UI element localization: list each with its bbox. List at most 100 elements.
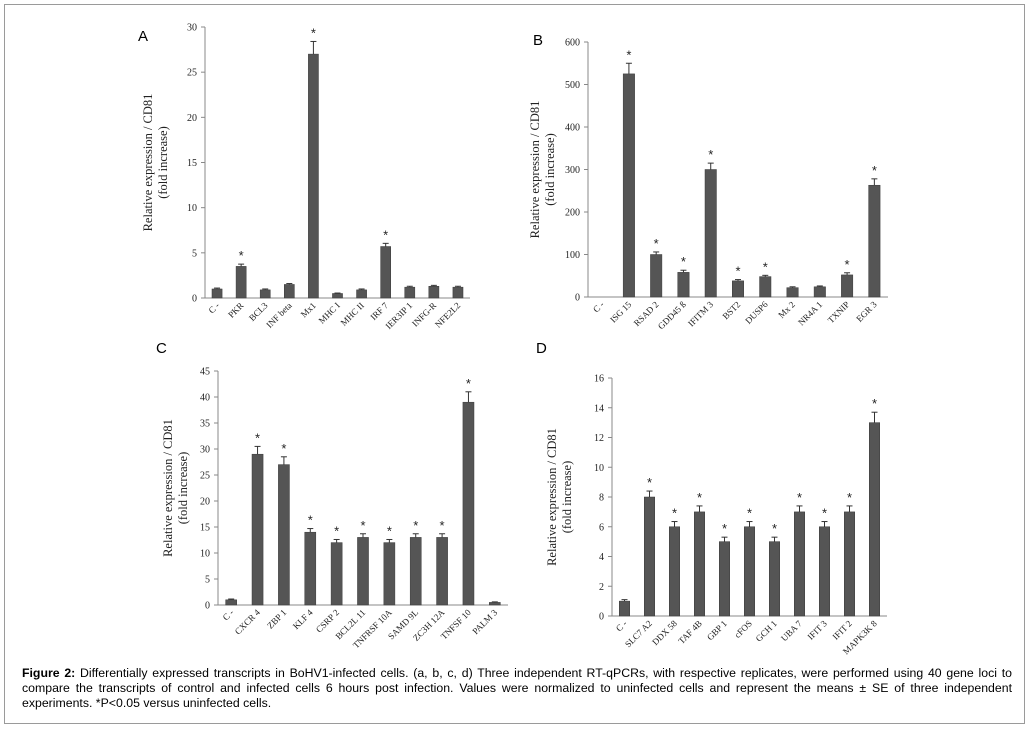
panel-letter-b: B — [533, 32, 544, 49]
significance-marker: * — [797, 490, 802, 505]
chart-d-svg: 0 2 4 6 8 10 12 14 16 Relative expression / CD81(… — [545, 374, 887, 656]
y-tick-label: 500 — [565, 80, 580, 91]
bar — [794, 511, 805, 617]
bar — [844, 511, 855, 617]
x-tick-label: GCH 1 — [754, 618, 779, 643]
bar — [452, 286, 464, 299]
x-tick-label: C - — [614, 618, 629, 633]
x-tick-label: TXNIP — [826, 299, 852, 325]
bar — [259, 289, 271, 299]
y-axis-label: Relative expression / CD81 — [161, 419, 175, 557]
x-tick-label: KLF 4 — [291, 607, 315, 631]
x-tick-label: GBP 1 — [705, 618, 729, 642]
y-tick-label: 2 — [599, 582, 604, 593]
y-tick-label: 5 — [205, 575, 210, 586]
y-tick-label: 25 — [187, 68, 197, 79]
panel-letter-a: A — [138, 28, 149, 45]
bar — [677, 272, 690, 298]
bar — [409, 537, 422, 606]
y-tick-label: 0 — [192, 294, 197, 305]
chart-c-svg: 0 5 10 15 20 25 30 35 40 45 Relative expression / … — [161, 367, 508, 650]
bar — [462, 401, 475, 606]
significance-marker: * — [334, 523, 339, 538]
bar — [332, 293, 343, 299]
y-tick-label: 5 — [192, 248, 197, 259]
bar — [622, 73, 635, 298]
y-tick-label: 12 — [594, 433, 604, 444]
x-tick-label: IRF 7 — [368, 300, 390, 322]
y-tick-label: 8 — [599, 493, 604, 504]
y-axis-label-2: (fold increase) — [176, 452, 190, 525]
significance-marker: * — [239, 248, 244, 263]
y-tick-label: 35 — [200, 419, 210, 430]
y-tick-label: 14 — [594, 403, 604, 414]
x-tick-label: IFIT 2 — [831, 618, 854, 641]
y-tick-label: 45 — [200, 367, 210, 378]
x-tick-label: DUSP6 — [743, 299, 770, 326]
y-axis-label-2: (fold increase) — [560, 461, 574, 534]
y-tick-label: 4 — [599, 552, 604, 563]
x-tick-label: MHC I — [317, 300, 342, 325]
x-tick-label: SLC7 A2 — [623, 618, 654, 649]
bar — [304, 531, 317, 606]
bar — [732, 280, 744, 298]
chart-panel-b: B 0 100 200 300 400 500 600 Relative expression… — [525, 30, 905, 345]
y-tick-label: 600 — [565, 38, 580, 49]
bar — [235, 266, 247, 299]
bar — [841, 274, 854, 298]
significance-marker: * — [722, 521, 727, 536]
y-tick-label: 30 — [187, 23, 197, 34]
y-tick-label: 40 — [200, 393, 210, 404]
x-tick-label: Mx1 — [299, 300, 318, 319]
bar — [436, 537, 448, 606]
x-tick-label: C - — [591, 299, 606, 314]
x-tick-label: Mx 2 — [776, 299, 797, 320]
chart-panel-d: D 0 2 4 6 8 10 12 14 16 Relative expression / CD8… — [536, 340, 900, 660]
x-tick-label: DDX 58 — [650, 618, 679, 647]
x-tick-label: NR4A 1 — [796, 299, 824, 327]
y-tick-label: 0 — [575, 293, 580, 304]
significance-marker: * — [626, 47, 631, 62]
y-tick-label: 400 — [565, 123, 580, 134]
bar — [704, 169, 717, 298]
significance-marker: * — [772, 521, 777, 536]
bar — [644, 496, 655, 617]
x-tick-label: IER3IP 1 — [383, 300, 414, 331]
x-tick-label: UBA 7 — [779, 618, 804, 643]
chart-panel-a: A 0 5 10 15 20 25 30 Relative expression / CD81… — [130, 22, 510, 342]
y-axis-label: Relative expression / CD81 — [545, 428, 559, 566]
x-tick-label: GDD45 ß — [656, 299, 688, 331]
x-tick-label: C - — [206, 300, 221, 315]
significance-marker: * — [847, 490, 852, 505]
significance-marker: * — [308, 513, 313, 528]
y-tick-label: 15 — [187, 158, 197, 169]
caption-text: Differentially expressed transcripts in … — [22, 666, 1012, 710]
bar — [251, 453, 264, 606]
y-tick-label: 100 — [565, 250, 580, 261]
bar — [769, 541, 780, 617]
bar — [650, 254, 663, 298]
significance-marker: * — [440, 518, 445, 533]
significance-marker: * — [763, 259, 768, 274]
x-tick-label: ISG 15 — [608, 299, 634, 325]
significance-marker: * — [654, 236, 659, 251]
y-tick-label: 0 — [205, 601, 210, 612]
bar — [744, 526, 755, 617]
y-tick-label: 25 — [200, 471, 210, 482]
significance-marker: * — [708, 147, 713, 162]
bar — [380, 246, 391, 299]
bar — [404, 286, 416, 299]
bar — [489, 602, 501, 606]
y-tick-label: 10 — [187, 203, 197, 214]
significance-marker: * — [872, 163, 877, 178]
caption-label: Figure 2: — [22, 666, 76, 680]
y-axis-label-2: (fold increase) — [156, 126, 170, 199]
bar — [308, 53, 319, 299]
chart-b-svg: 0 100 200 300 400 500 600 Relative expression /… — [528, 38, 888, 331]
significance-marker: * — [822, 506, 827, 521]
panel-letter-d: D — [536, 340, 547, 357]
significance-marker: * — [672, 506, 677, 521]
bar — [819, 526, 830, 617]
x-tick-label: ZBP 1 — [265, 607, 288, 630]
x-tick-label: NFE2L2 — [433, 300, 462, 329]
